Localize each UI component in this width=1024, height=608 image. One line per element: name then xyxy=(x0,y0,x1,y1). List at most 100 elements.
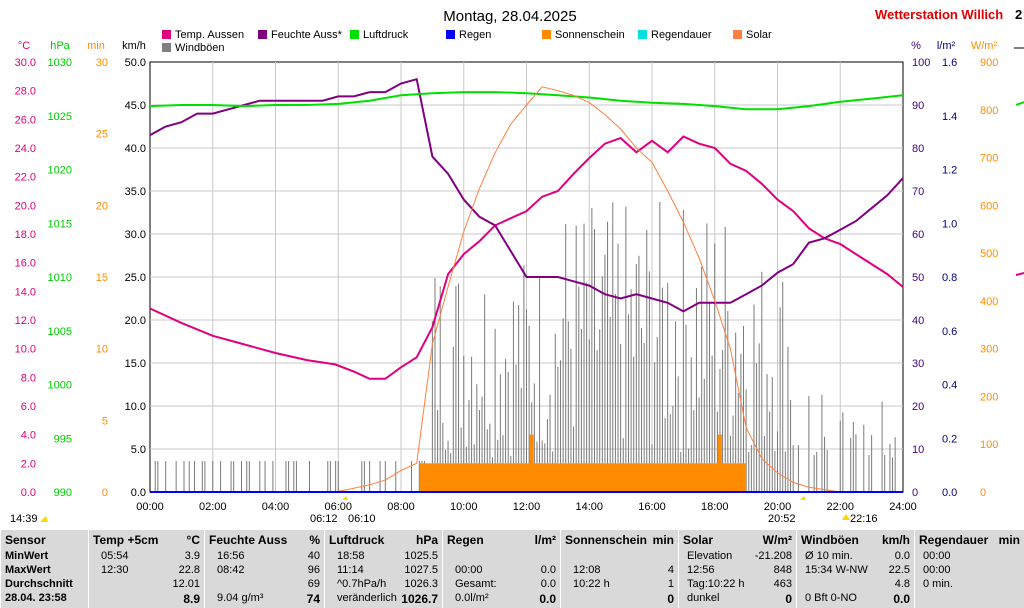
legend-swatch xyxy=(638,30,647,39)
tick-rain: 0.2 xyxy=(942,433,957,445)
station-name: Wetterstation Willich xyxy=(875,7,1003,22)
tick-solar: 0 xyxy=(980,487,986,499)
table-header-unit: min xyxy=(998,533,1020,547)
tick-solar: 200 xyxy=(980,391,998,403)
cell-value: 0.0 xyxy=(893,592,910,606)
tick-pressure: 1010 xyxy=(48,272,72,284)
cell-label: 00:00 xyxy=(455,564,483,576)
x-tick: 12:00 xyxy=(513,501,541,513)
moon-marker xyxy=(842,514,850,520)
table-row: 10:22 h 1 xyxy=(565,578,674,591)
table-header-unit: l/m² xyxy=(534,533,556,547)
tick-humidity: 50 xyxy=(912,272,924,284)
cell-label: veränderlich xyxy=(337,592,397,604)
cell-value: 8.9 xyxy=(183,592,200,606)
tick-humidity: 60 xyxy=(912,229,924,241)
table-row xyxy=(565,550,674,563)
cell-label: 00:00 xyxy=(923,550,951,562)
table-header-title: Sonnenschein xyxy=(565,533,648,547)
x-tick: 24:00 xyxy=(889,501,917,513)
axis-label-wind: km/h xyxy=(122,40,146,52)
table-row: 8.9 xyxy=(93,592,200,606)
cell-value: 4 xyxy=(667,564,674,576)
tick-temp: 10.0 xyxy=(15,344,36,356)
tick-wind: 40.0 xyxy=(125,143,146,155)
tick-wind: 30.0 xyxy=(125,229,146,241)
weather-chart: Montag, 28.04.2025 Wetterstation Willich 2… xyxy=(10,7,1024,525)
table-col-raindur: Regendauer min 00:00 00:00 0 min. xyxy=(914,530,1024,608)
cell-value: 96 xyxy=(307,564,320,576)
tick-solar: 500 xyxy=(980,248,998,260)
tick-pressure: 1020 xyxy=(48,165,72,177)
tick-solar: 300 xyxy=(980,344,998,356)
cell-label: 15:34 W-NW xyxy=(805,564,868,576)
tick-rain: 0.8 xyxy=(942,272,957,284)
tick-temp: 6.0 xyxy=(21,401,36,413)
legend-label: Regendauer xyxy=(651,29,712,41)
table-header: Sonnenschein min xyxy=(565,533,674,547)
table-header: Regen l/m² xyxy=(447,533,556,547)
tick-temp: 2.0 xyxy=(21,458,36,470)
tick-solar: 100 xyxy=(980,439,998,451)
table-header: Luftdruck hPa xyxy=(329,533,438,547)
cell-label: 0 min. xyxy=(923,578,953,590)
table-col-solar: Solar W/m² Elevation -21.208 12:56 848 Tag:10:… xyxy=(678,530,796,608)
tick-wind: 5.0 xyxy=(131,444,146,456)
tick-rain: 1.4 xyxy=(942,111,957,123)
tick-solar: 600 xyxy=(980,200,998,212)
cell-value: 4.8 xyxy=(894,578,910,590)
series-line xyxy=(149,135,904,380)
tick-humidity: 70 xyxy=(912,186,924,198)
legend-label: Temp. Aussen xyxy=(175,29,244,41)
table-col-rain: Regen l/m² 00:00 0.0 Gesamt: 0.0 0.0l/m² 0.0 xyxy=(442,530,560,608)
table-row: dunkel 0 xyxy=(683,592,792,606)
left-time: 14:39 xyxy=(10,513,38,525)
tick-temp: 26.0 xyxy=(15,114,36,126)
series-line xyxy=(150,86,903,493)
sunshine-spike xyxy=(529,434,534,492)
tick-temp: 22.0 xyxy=(15,172,36,184)
table-row: ^0.7hPa/h 1026.3 xyxy=(329,578,438,591)
table-row xyxy=(447,550,556,563)
legend-swatch xyxy=(162,43,171,52)
row-label: MinWert xyxy=(5,550,49,562)
cell-value: 22.5 xyxy=(888,564,910,576)
table-row: 4.8 xyxy=(801,578,910,591)
table-row: 12.01 xyxy=(93,578,200,591)
tick-wind: 35.0 xyxy=(125,186,146,198)
table-header-title: Regen xyxy=(447,533,484,547)
cell-label: 08:42 xyxy=(217,564,245,576)
edge-mark xyxy=(1015,272,1024,276)
cell-label: 12:56 xyxy=(687,564,715,576)
axis-label-humidity: % xyxy=(911,40,921,52)
x-tick: 14:00 xyxy=(575,501,603,513)
axis-label-solar: W/m² xyxy=(971,40,998,52)
sunset-time-b: 22:16 xyxy=(850,513,878,525)
tick-sunmin: 0 xyxy=(102,487,108,499)
table-row: 05:54 3.9 xyxy=(93,550,200,563)
cell-label: Ø 10 min. xyxy=(805,550,853,562)
tick-rain: 0.0 xyxy=(942,487,957,499)
table-row: Durchschnitt xyxy=(5,578,84,591)
cell-label: 18:58 xyxy=(337,550,365,562)
table-row: 12:08 4 xyxy=(565,564,674,577)
tick-temp: 28.0 xyxy=(15,86,36,98)
tick-temp: 8.0 xyxy=(21,372,36,384)
cell-label: Tag:10:22 h xyxy=(687,578,745,590)
edge-mark xyxy=(1015,101,1024,106)
sunshine-spike xyxy=(717,434,722,492)
table-col-pressure: Luftdruck hPa 18:58 1025.5 11:14 1027.5 ^0.7hP… xyxy=(324,530,442,608)
table-row: 00:00 0.0 xyxy=(447,564,556,577)
tick-temp: 24.0 xyxy=(15,143,36,155)
cell-value: 0.0 xyxy=(540,564,556,576)
tick-temp: 4.0 xyxy=(21,430,36,442)
table-col-humidity: Feuchte Auss% 16:56 40 08:42 96 69 9.04 g/m³ 74 xyxy=(204,530,324,608)
x-tick: 00:00 xyxy=(136,501,164,513)
tick-humidity: 20 xyxy=(912,401,924,413)
axis-label-temp: °C xyxy=(18,40,30,52)
sunrise-time-b: 06:10 xyxy=(348,513,376,525)
table-col-sun: Sonnenschein min 12:08 4 10:22 h 1 0 xyxy=(560,530,678,608)
table-header-title: Regendauer xyxy=(919,533,989,547)
tick-solar: 400 xyxy=(980,296,998,308)
x-tick: 02:00 xyxy=(199,501,227,513)
